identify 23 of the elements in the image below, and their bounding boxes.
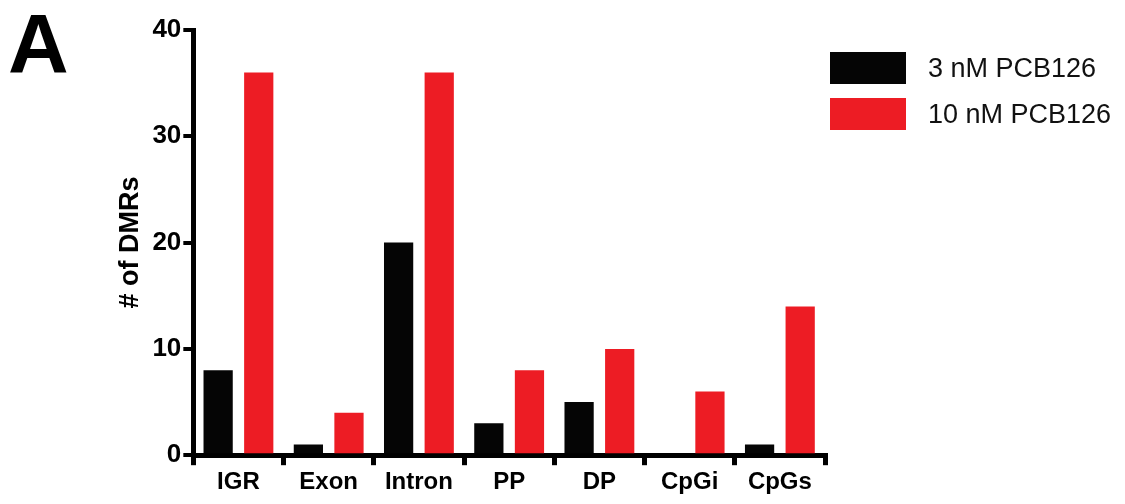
bar [244,72,274,454]
x-tick-label: IGR [217,467,260,495]
y-tick-label: 40 [152,13,182,44]
y-tick-label: 10 [152,332,182,363]
y-tick-label: 0 [166,438,182,469]
bar [695,391,725,454]
text: A [8,0,69,91]
bar [334,412,364,454]
x-tick-label: CpGi [660,467,719,495]
bar [605,348,635,454]
bar [785,306,815,454]
bar [424,72,454,454]
legend-label: 3 nM PCB126 [927,52,1096,84]
x-tick-label: Intron [384,467,453,495]
bar [514,370,545,454]
x-tick-label: Exon [299,467,359,495]
y-tick-label: 20 [152,225,182,256]
x-tick-label: PP [493,467,526,495]
y-tick-label: 30 [152,119,182,150]
legend-label: 10 nM PCB126 [927,98,1111,130]
x-tick-label: DP [582,467,617,495]
y-axis-title: # of DMRs [113,176,144,309]
x-tick-label: CpGs [747,467,812,495]
